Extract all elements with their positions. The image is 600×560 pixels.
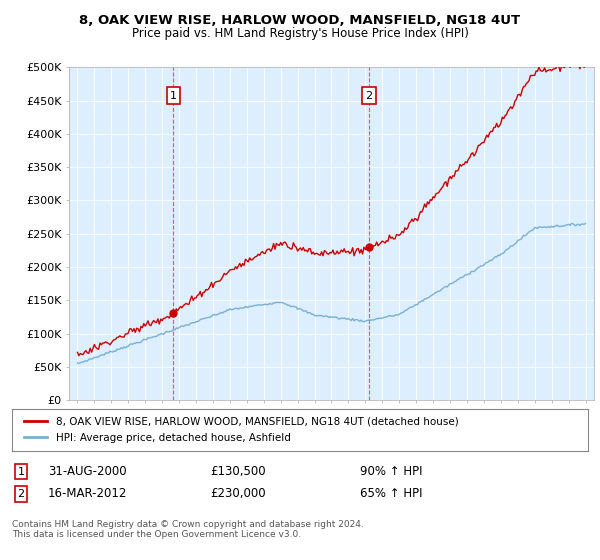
Text: 16-MAR-2012: 16-MAR-2012: [48, 487, 127, 501]
Text: £130,500: £130,500: [210, 465, 266, 478]
Text: 2: 2: [365, 91, 373, 101]
Text: 1: 1: [170, 91, 177, 101]
Text: 31-AUG-2000: 31-AUG-2000: [48, 465, 127, 478]
Legend: 8, OAK VIEW RISE, HARLOW WOOD, MANSFIELD, NG18 4UT (detached house), HPI: Averag: 8, OAK VIEW RISE, HARLOW WOOD, MANSFIELD…: [20, 413, 463, 447]
Text: £230,000: £230,000: [210, 487, 266, 501]
Text: Contains HM Land Registry data © Crown copyright and database right 2024.
This d: Contains HM Land Registry data © Crown c…: [12, 520, 364, 539]
Text: 8, OAK VIEW RISE, HARLOW WOOD, MANSFIELD, NG18 4UT: 8, OAK VIEW RISE, HARLOW WOOD, MANSFIELD…: [79, 14, 521, 27]
Text: 90% ↑ HPI: 90% ↑ HPI: [360, 465, 422, 478]
Text: Price paid vs. HM Land Registry's House Price Index (HPI): Price paid vs. HM Land Registry's House …: [131, 27, 469, 40]
Text: 65% ↑ HPI: 65% ↑ HPI: [360, 487, 422, 501]
Text: 1: 1: [17, 466, 25, 477]
Text: 2: 2: [17, 489, 25, 499]
